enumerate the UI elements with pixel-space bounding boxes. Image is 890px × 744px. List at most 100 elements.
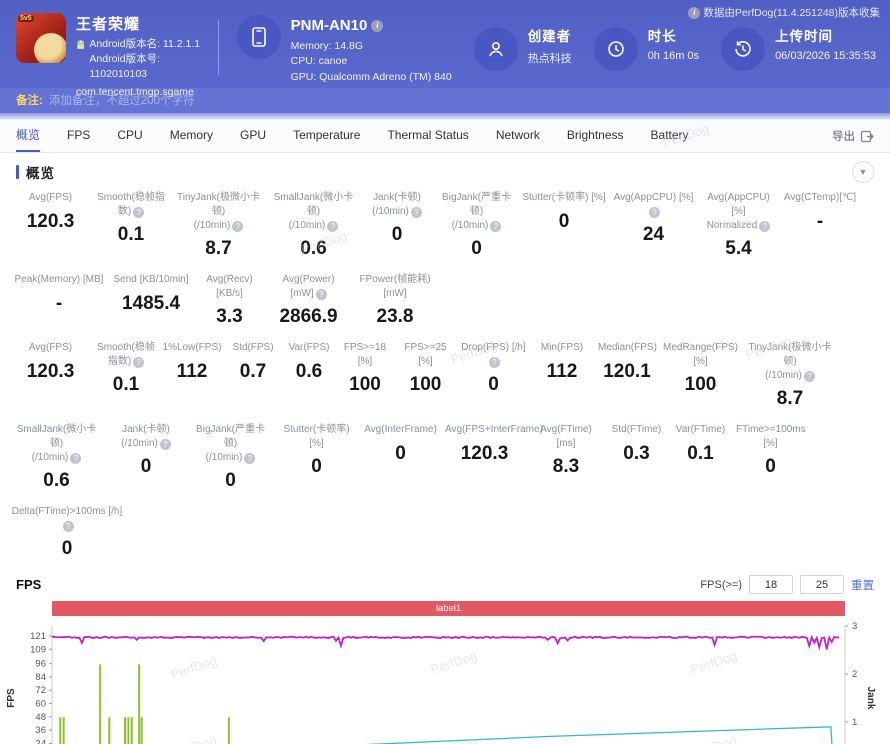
header-fade xyxy=(0,113,890,120)
info-icon[interactable]: ? xyxy=(244,453,255,464)
device-info-icon[interactable]: i xyxy=(371,20,383,32)
svg-text:24: 24 xyxy=(35,738,46,744)
report-header: i 数据由PerfDog(11.4.251248)版本收集 5v5 王者荣耀 A… xyxy=(0,0,890,113)
device-cpu: CPU: canoe xyxy=(291,54,452,70)
metric-label: SmallJank(微小卡顿)(/10min)? xyxy=(271,191,356,233)
tab-battery[interactable]: Battery xyxy=(651,120,689,152)
metric-value: 0 xyxy=(362,443,439,465)
overview-section-header: 概览 ▼ xyxy=(0,153,890,189)
metric-label: Peak(Memory) [MB] xyxy=(11,273,107,288)
tab-概览[interactable]: 概览 xyxy=(16,120,40,152)
metric-label: Stutter(卡顿率) [%] xyxy=(521,191,607,206)
export-button[interactable]: 导出 xyxy=(832,120,874,152)
metric-label: Delta(FTime)>100ms [/h]? xyxy=(11,505,123,533)
device-gpu: GPU: Qualcomm Adreno (TM) 840 xyxy=(291,70,452,86)
metric-label: MedRange(FPS)[%] xyxy=(662,341,739,369)
metric-label: Avg(InterFrame) xyxy=(362,423,439,438)
note-label: 备注: xyxy=(16,92,43,108)
collapse-button[interactable]: ▼ xyxy=(852,161,874,183)
info-icon: i xyxy=(688,7,700,19)
info-icon[interactable]: ? xyxy=(63,521,74,532)
metric-value: 120.3 xyxy=(445,443,524,465)
svg-text:Jank: Jank xyxy=(865,687,876,710)
info-icon[interactable]: ? xyxy=(160,439,171,450)
metric-label: Avg(Power) [mW]? xyxy=(270,273,347,301)
info-icon[interactable]: ? xyxy=(327,221,338,232)
info-icon[interactable]: ? xyxy=(759,221,770,232)
info-icon[interactable]: ? xyxy=(649,207,660,218)
metric-label: Avg(FPS) xyxy=(11,191,90,206)
metric-cell: Drop(FPS) [/h]?0 xyxy=(458,341,529,410)
metric-value: 0.1 xyxy=(96,224,166,246)
fps-threshold-input-2[interactable] xyxy=(800,575,844,594)
metric-cell: FPower(帧能耗) [mW]23.8 xyxy=(350,273,440,328)
duration-label: 时长 xyxy=(648,25,699,45)
metric-label: BigJank(严重卡顿)(/10min)? xyxy=(190,423,271,465)
tab-network[interactable]: Network xyxy=(496,120,540,152)
metric-value: 112 xyxy=(532,361,592,383)
metric-cell: Avg(FPS)120.3 xyxy=(8,191,93,260)
metric-row: Avg(FPS)120.3Smooth(稳帧指数)?0.1TinyJank(极微… xyxy=(8,191,890,260)
chart-label-banner[interactable]: label1 xyxy=(52,601,845,616)
info-icon[interactable]: ? xyxy=(411,207,422,218)
fps-threshold-input-1[interactable] xyxy=(749,575,793,594)
metric-value: 112 xyxy=(162,361,222,383)
metric-cell: Smooth(稳帧指数)?0.1 xyxy=(93,191,169,260)
info-icon[interactable]: ? xyxy=(490,221,501,232)
info-icon[interactable]: ? xyxy=(133,357,144,368)
info-icon[interactable]: ? xyxy=(804,371,815,382)
metric-value: 0.6 xyxy=(271,238,356,260)
tab-fps[interactable]: FPS xyxy=(67,120,90,152)
tab-memory[interactable]: Memory xyxy=(170,120,213,152)
metric-label: BigJank(严重卡顿)(/10min)? xyxy=(438,191,515,233)
game-app-icon: 5v5 xyxy=(16,13,66,63)
metric-value: 8.3 xyxy=(530,456,602,478)
svg-text:2: 2 xyxy=(852,669,857,680)
tab-cpu[interactable]: CPU xyxy=(117,120,142,152)
svg-text:109: 109 xyxy=(30,644,46,655)
metric-label: Std(FPS) xyxy=(228,341,278,356)
metric-label: Stutter(卡顿率) [%] xyxy=(277,423,356,451)
metric-value: 0.6 xyxy=(11,470,102,492)
reset-link[interactable]: 重置 xyxy=(851,577,874,593)
metric-value: 0 xyxy=(438,238,515,260)
metric-label: TinyJank(极微小卡顿)(/10min)? xyxy=(172,191,265,233)
metric-label: FPower(帧能耗) [mW] xyxy=(353,273,437,301)
metric-value: 0 xyxy=(521,211,607,233)
metric-cell: Avg(FPS)120.3 xyxy=(8,341,93,410)
tab-thermal-status[interactable]: Thermal Status xyxy=(387,120,468,152)
metric-label: Jank(卡顿)(/10min)? xyxy=(108,423,184,451)
metric-cell: Avg(AppCPU) [%]Normalized?5.4 xyxy=(697,191,780,260)
metric-label: Avg(CTemp)[℃] xyxy=(783,191,857,206)
upload-value: 06/03/2026 15:35:53 xyxy=(775,50,876,62)
upload-label: 上传时间 xyxy=(775,25,876,45)
metric-value: 0.7 xyxy=(228,361,278,383)
metric-label: Std(FTime) xyxy=(608,423,665,438)
svg-text:48: 48 xyxy=(35,712,46,723)
device-model: PNM-AN10 xyxy=(291,15,368,38)
metric-cell: SmallJank(微小卡顿)(/10min)? 0.6 xyxy=(268,191,359,260)
clock-icon xyxy=(594,27,638,71)
info-icon[interactable]: ? xyxy=(316,289,327,300)
metric-label: Avg(FTime) [ms] xyxy=(530,423,602,451)
metric-value: 0 xyxy=(190,470,271,492)
info-icon[interactable]: ? xyxy=(70,453,81,464)
fps-chart-canvas[interactable]: 01224364860728496109121FPS0123Jank00:000… xyxy=(0,620,890,744)
tab-brightness[interactable]: Brightness xyxy=(567,120,624,152)
metric-value: - xyxy=(11,293,107,315)
info-icon[interactable]: ? xyxy=(133,207,144,218)
metric-cell: TinyJank(极微小卡顿)(/10min)?8.7 xyxy=(169,191,268,260)
metric-value: 120.1 xyxy=(598,361,656,383)
android-icon xyxy=(76,39,85,51)
game-badge: 5v5 xyxy=(18,15,34,22)
note-input[interactable]: 添加备注，不超过200个字符 xyxy=(49,92,195,108)
tab-temperature[interactable]: Temperature xyxy=(293,120,360,152)
tab-gpu[interactable]: GPU xyxy=(240,120,266,152)
fps-chart[interactable]: 01224364860728496109121FPS0123Jank00:000… xyxy=(0,620,890,744)
metric-cell: Avg(AppCPU) [%]?24 xyxy=(610,191,697,260)
info-icon[interactable]: ? xyxy=(232,221,243,232)
info-icon[interactable]: ? xyxy=(489,357,500,368)
metric-label: FPS>=25 [%] xyxy=(396,341,455,369)
metric-value: 120.3 xyxy=(11,361,90,383)
svg-text:36: 36 xyxy=(35,725,46,736)
